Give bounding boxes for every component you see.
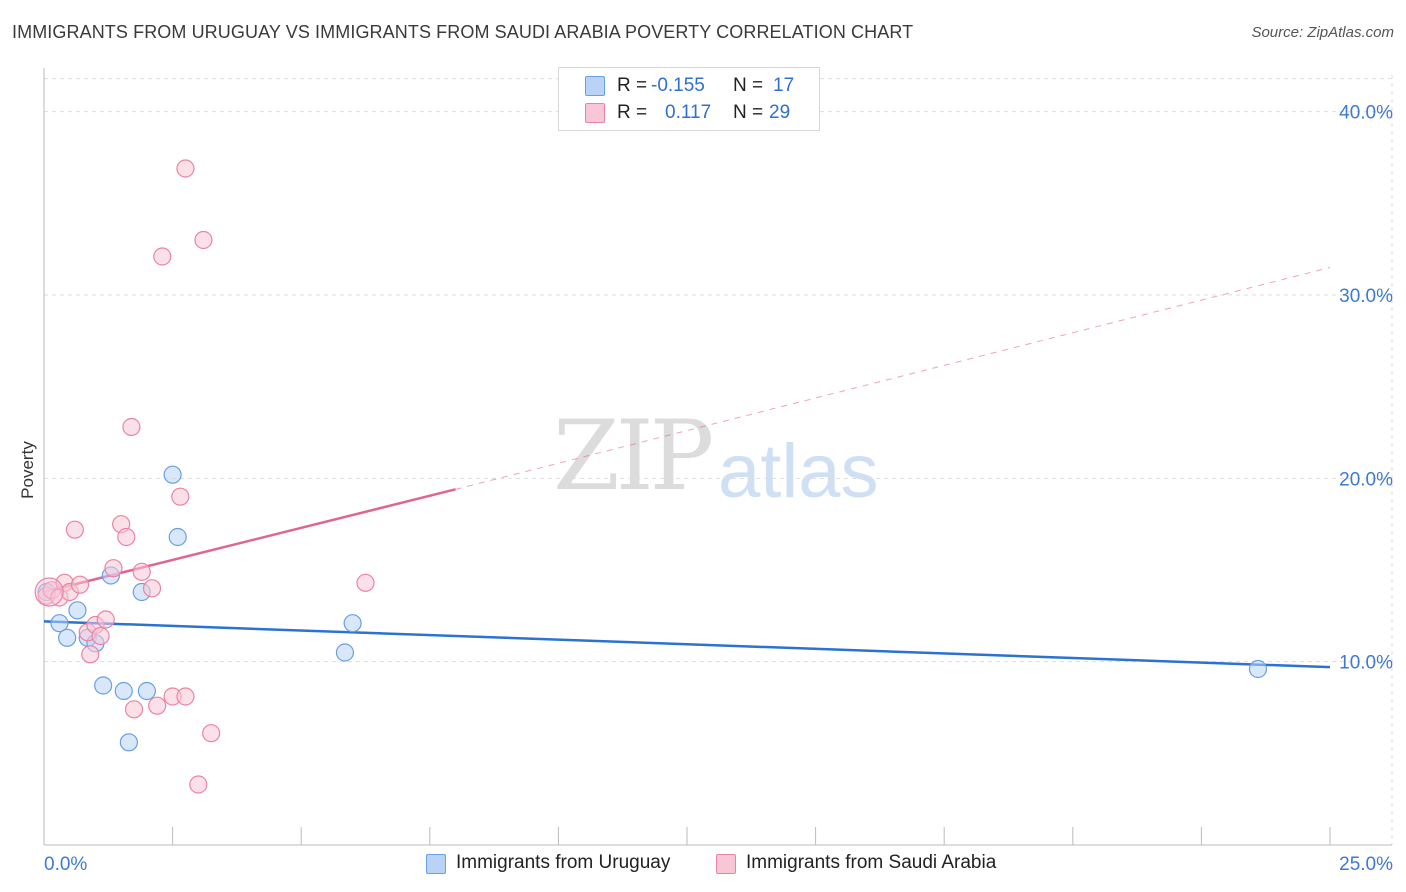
uruguay-point xyxy=(137,681,156,701)
saudi-trend-extension xyxy=(455,267,1331,490)
saudi-point xyxy=(91,626,110,646)
saudi-point xyxy=(65,520,84,539)
saudi-point xyxy=(171,487,190,506)
uruguay-point xyxy=(68,601,87,620)
uruguay-point xyxy=(114,681,133,701)
legend-r-label: R = xyxy=(617,75,648,96)
saudi-point xyxy=(142,579,162,598)
saudi-point xyxy=(148,696,167,715)
y-tick-label: 10.0% xyxy=(1339,653,1393,674)
y-tick-label: 20.0% xyxy=(1339,469,1393,490)
data-points xyxy=(34,159,1268,794)
legend-r-value: -0.155 xyxy=(651,75,705,96)
saudi-legend-swatch xyxy=(716,854,736,874)
uruguay-legend-swatch xyxy=(426,854,446,874)
uruguay-point xyxy=(163,465,182,484)
uruguay-legend-label: Immigrants from Uruguay xyxy=(456,852,671,873)
saudi-point xyxy=(356,573,375,592)
saudi-point xyxy=(189,775,208,794)
y-axis-label: Poverty xyxy=(18,441,37,499)
x-tick-label: 0.0% xyxy=(44,854,87,875)
saudi-point xyxy=(132,562,151,581)
uruguay-point xyxy=(94,676,113,695)
saudi-point-cluster xyxy=(34,577,64,607)
y-tick-label: 40.0% xyxy=(1339,103,1393,124)
saudi-point xyxy=(176,159,195,178)
stats-legend: R = -0.155 N = 17 R = 0.117 N = 29 xyxy=(558,67,820,131)
uruguay-point xyxy=(50,614,69,633)
uruguay-point xyxy=(168,527,187,547)
axis-labels: 10.0% 20.0% 30.0% 40.0% 0.0% 25.0% Poverty xyxy=(18,103,1393,875)
saudi-point xyxy=(81,645,100,664)
axes xyxy=(43,68,1392,846)
uruguay-point xyxy=(1248,659,1268,679)
uruguay-point xyxy=(119,733,138,752)
source-label: Source: ZipAtlas.com xyxy=(1251,24,1394,41)
saudi-point xyxy=(153,247,172,266)
saudi-point xyxy=(70,575,90,594)
watermark-atlas: atlas xyxy=(718,429,879,514)
x-tick-label: 25.0% xyxy=(1339,854,1393,875)
saudi-point xyxy=(202,724,221,743)
legend-n-value: 17 xyxy=(773,75,795,96)
y-tick-label: 30.0% xyxy=(1339,286,1393,307)
legend-n-value: 29 xyxy=(769,102,791,123)
legend-r-value: 0.117 xyxy=(665,102,712,123)
saudi-legend-label: Immigrants from Saudi Arabia xyxy=(746,852,997,873)
saudi-point xyxy=(96,610,115,629)
saudi-point xyxy=(117,527,136,547)
legend-r-label: R = xyxy=(617,102,648,123)
uruguay-swatch xyxy=(585,76,605,96)
legend-n-label: N = xyxy=(733,102,764,123)
saudi-point xyxy=(124,700,144,719)
trend-lines xyxy=(43,267,1331,669)
uruguay-point xyxy=(343,614,362,633)
saudi-point xyxy=(176,687,195,706)
grid-lines xyxy=(44,75,1393,845)
uruguay-trend-line xyxy=(43,620,1331,669)
saudi-point xyxy=(122,417,141,437)
saudi-point xyxy=(104,559,123,578)
saudi-swatch xyxy=(585,103,605,123)
uruguay-point xyxy=(58,628,77,647)
chart-title: IMMIGRANTS FROM URUGUAY VS IMMIGRANTS FR… xyxy=(12,22,914,42)
saudi-point xyxy=(194,230,213,250)
watermark-zip: ZIP xyxy=(553,400,714,512)
legend-n-label: N = xyxy=(733,75,764,96)
uruguay-point xyxy=(335,643,355,662)
